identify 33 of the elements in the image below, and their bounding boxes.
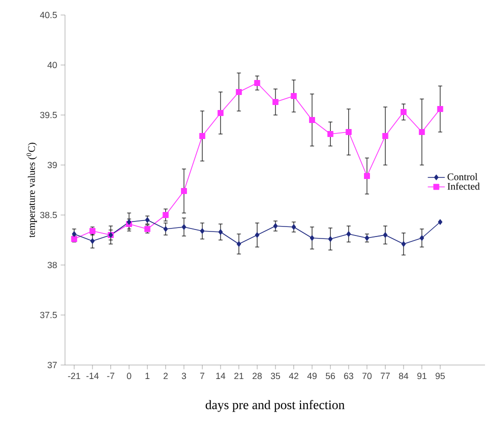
x-tick-label: 42	[288, 372, 298, 380]
x-tick-label: 49	[307, 372, 317, 380]
x-tick-label: -14	[86, 372, 99, 379]
x-tick-label: 77	[380, 372, 390, 379]
x-tick-label: 35	[270, 372, 280, 380]
x-tick-label: 14	[216, 372, 226, 379]
y-tick-label: 40	[47, 62, 57, 68]
y-tick-label: 38	[48, 262, 57, 268]
x-tick-label: 1	[146, 372, 150, 379]
x-tick-label: 0	[126, 372, 132, 380]
x-tick-label: 21	[234, 372, 244, 380]
x-tick-label: 3	[182, 372, 186, 380]
y-tick-label: 39.5	[40, 112, 57, 118]
x-tick-label: 7	[200, 372, 204, 379]
y-tick-label: 38.5	[40, 212, 57, 218]
x-tick-label: -21	[68, 372, 80, 380]
legend-label: Infected	[448, 182, 480, 190]
x-tick-label: 28	[252, 372, 262, 380]
x-tick-label: 63	[344, 372, 354, 380]
y-tick-label: 40.5	[40, 12, 57, 18]
y-tick-label: 37	[48, 362, 57, 368]
x-tick-label: 70	[362, 372, 372, 380]
x-tick-label: 2	[164, 372, 168, 380]
legend-label: Control	[448, 173, 478, 180]
x-tick-label: -7	[107, 372, 114, 379]
y-tick-label: 39	[48, 162, 57, 168]
x-tick-label: 84	[398, 372, 408, 380]
x-axis-title: days pre and post infection	[206, 400, 345, 412]
y-axis-title: temperature values ($^{0}$C)	[26, 142, 37, 238]
x-tick-label: 95	[436, 372, 445, 380]
x-tick-label: 56	[326, 372, 335, 380]
y-tick-label: 37.5	[40, 312, 57, 318]
x-tick-label: 91	[417, 372, 426, 380]
